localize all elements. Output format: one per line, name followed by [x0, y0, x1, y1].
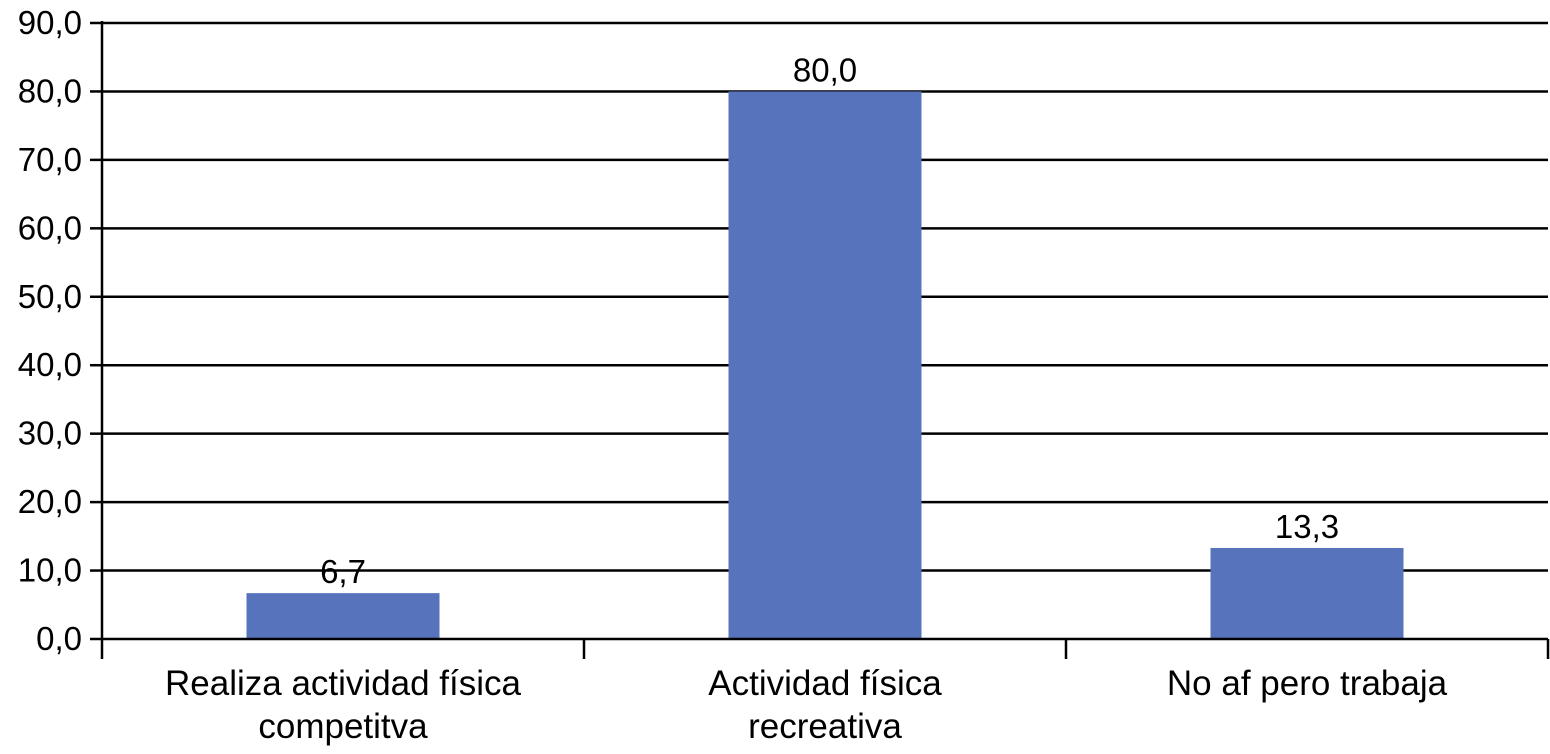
- y-tick-label: 40,0: [18, 346, 82, 383]
- y-tick-label: 0,0: [36, 620, 82, 657]
- y-tick-label: 20,0: [18, 483, 82, 520]
- x-category-labels: Realiza actividad física competitva Activi…: [165, 664, 1448, 746]
- y-tick-labels: 0,0 10,0 20,0 30,0 40,0 50,0 60,0 70,0 80,0 90,0: [18, 4, 82, 657]
- data-label: 13,3: [1275, 508, 1339, 545]
- y-tick-label: 80,0: [18, 72, 82, 109]
- x-category-label-line: competitva: [258, 707, 428, 746]
- x-category-label-line: No af pero trabaja: [1167, 664, 1448, 703]
- bar: [246, 593, 440, 639]
- y-tick-label: 10,0: [18, 552, 82, 589]
- y-tick-label: 30,0: [18, 415, 82, 452]
- data-label: 6,7: [320, 553, 366, 590]
- axes: [90, 21, 1550, 659]
- data-labels: 6,7 80,0 13,3: [320, 51, 1339, 590]
- x-category-label-line: Realiza actividad física: [165, 664, 522, 703]
- y-tick-label: 70,0: [18, 141, 82, 178]
- data-label: 80,0: [793, 51, 857, 88]
- x-category-label: Actividad física recreativa: [708, 664, 942, 746]
- x-category-label-line: recreativa: [748, 707, 902, 746]
- bars: [246, 91, 1404, 639]
- x-category-label-line: Actividad física: [708, 664, 942, 703]
- y-tick-label: 60,0: [18, 209, 82, 246]
- y-tick-label: 50,0: [18, 278, 82, 315]
- bar: [1210, 547, 1404, 639]
- bar: [728, 91, 922, 639]
- x-category-label: No af pero trabaja: [1167, 664, 1448, 703]
- y-tick-label: 90,0: [18, 4, 82, 41]
- x-category-label: Realiza actividad física competitva: [165, 664, 522, 746]
